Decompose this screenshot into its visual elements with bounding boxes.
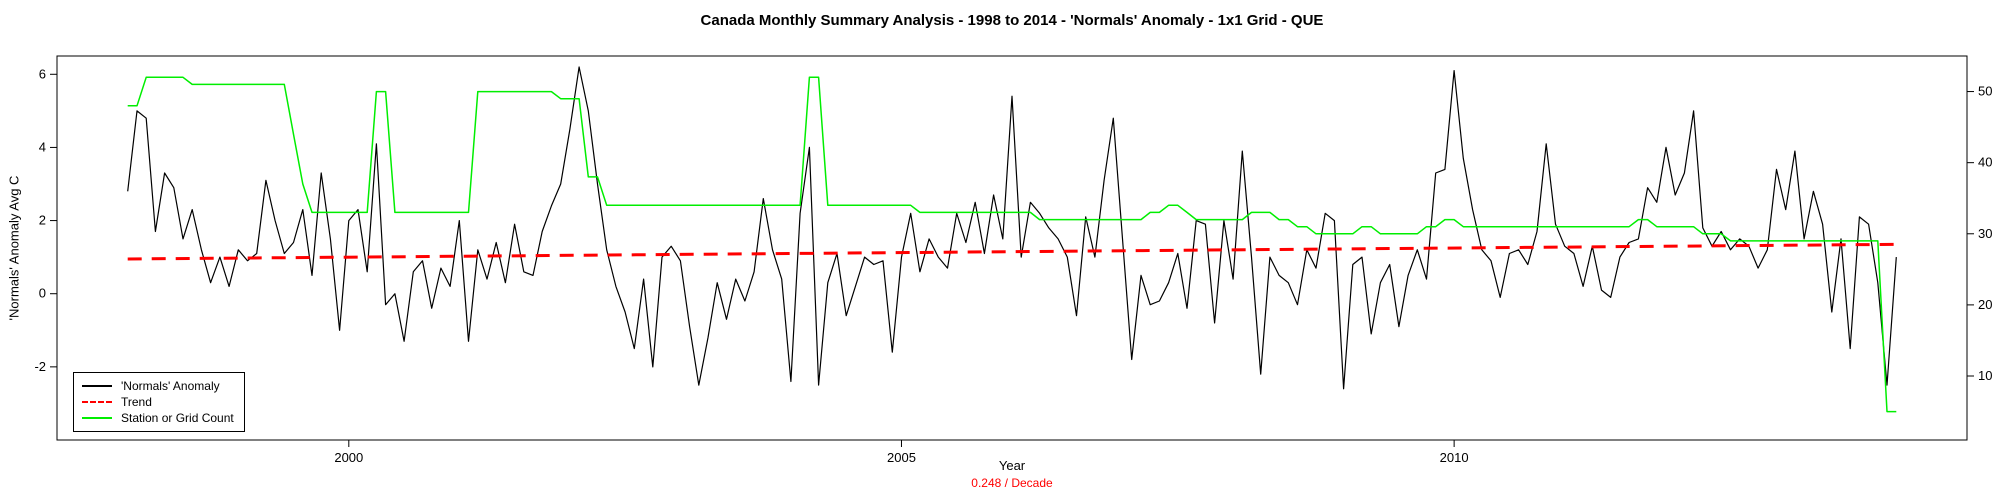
anomaly-line-sample xyxy=(82,385,112,387)
svg-text:2010: 2010 xyxy=(1440,450,1469,465)
svg-text:2: 2 xyxy=(39,213,46,228)
svg-text:4: 4 xyxy=(39,139,46,154)
station-count-line-sample xyxy=(82,417,112,419)
legend-label: Trend xyxy=(121,395,152,409)
x-axis-title: Year xyxy=(998,458,1026,473)
y-axis-title: 'Normals' Anomaly Avg C xyxy=(6,175,22,321)
trend-line-sample xyxy=(82,401,112,403)
legend-item-anomaly: 'Normals' Anomaly xyxy=(82,378,234,394)
chart-title: Canada Monthly Summary Analysis - 1998 t… xyxy=(700,12,1324,29)
svg-text:40: 40 xyxy=(1978,155,1992,170)
legend-label: Station or Grid Count xyxy=(121,411,234,425)
svg-text:2000: 2000 xyxy=(334,450,363,465)
legend-item-station-count: Station or Grid Count xyxy=(82,410,234,426)
svg-text:30: 30 xyxy=(1978,226,1992,241)
legend-label: 'Normals' Anomaly xyxy=(121,379,220,393)
svg-text:20: 20 xyxy=(1978,297,1992,312)
legend: 'Normals' Anomaly Trend Station or Grid … xyxy=(73,372,245,432)
svg-text:2005: 2005 xyxy=(887,450,916,465)
svg-text:10: 10 xyxy=(1978,368,1992,383)
legend-item-trend: Trend xyxy=(82,394,234,410)
svg-text:6: 6 xyxy=(39,66,46,81)
svg-text:50: 50 xyxy=(1978,84,1992,99)
svg-text:-2: -2 xyxy=(34,359,46,374)
svg-text:0: 0 xyxy=(39,286,46,301)
trend-rate-label: 0.248 / Decade xyxy=(971,476,1053,490)
